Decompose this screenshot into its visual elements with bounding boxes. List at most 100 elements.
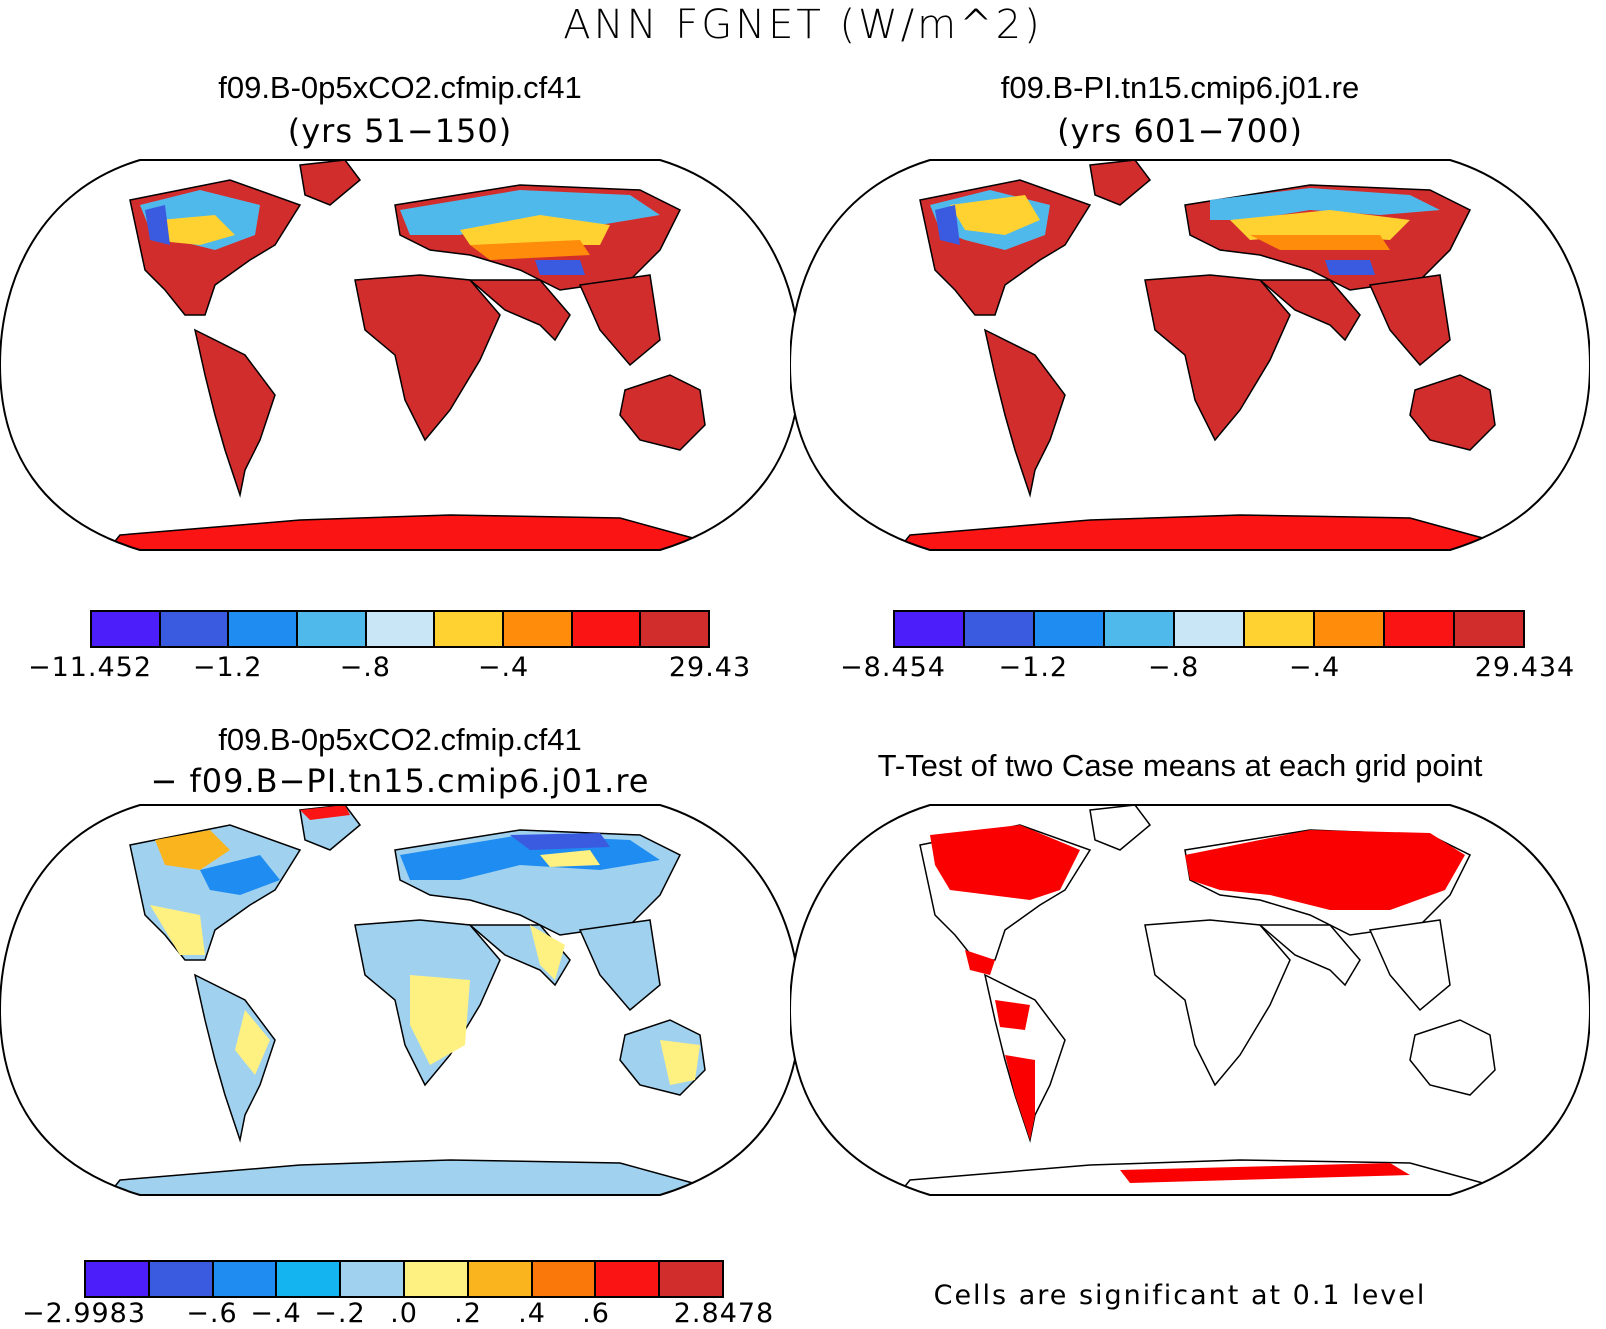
colorbar-swatch xyxy=(965,612,1035,646)
land-australia xyxy=(1409,1019,1496,1096)
colorbar-swatch xyxy=(1455,612,1523,646)
map-case2 xyxy=(790,159,1590,551)
cb-label: −11.452 xyxy=(27,652,153,683)
land-south-asia xyxy=(1257,924,1361,987)
land-tibet xyxy=(1325,260,1375,275)
cb-label: 29.434 xyxy=(1474,652,1576,683)
cb-label: −.8 xyxy=(1147,652,1200,683)
cb-label: .2 xyxy=(454,1298,482,1329)
land-eurasia-warm xyxy=(460,215,610,245)
colorbar-swatch xyxy=(1105,612,1175,646)
land-antarctica xyxy=(98,1159,701,1195)
land-africa xyxy=(1144,274,1291,442)
colorbar-swatch xyxy=(1035,612,1105,646)
colorbar-swatch xyxy=(1175,612,1245,646)
land-south-america-yellow xyxy=(235,1010,270,1075)
cb-label: −.4 xyxy=(1288,652,1341,683)
cb-label: .0 xyxy=(390,1298,418,1329)
cb-label: −.2 xyxy=(314,1298,366,1329)
land-se-asia xyxy=(1368,919,1451,1012)
colorbar-swatch xyxy=(1385,612,1455,646)
sig-antarctica xyxy=(1120,1163,1410,1183)
colorbar-swatch xyxy=(1245,612,1315,646)
land-se-asia xyxy=(578,919,661,1012)
colorbar-swatch xyxy=(1315,612,1385,646)
panel-diff-subtitle: − f09.B−PI.tn15.cmip6.j01.re xyxy=(150,762,650,800)
colorbar-swatch xyxy=(341,1262,405,1296)
land-eurasia-yellow xyxy=(540,850,600,867)
ttest-note: Cells are significant at 0.1 level xyxy=(933,1280,1427,1311)
land-north-america-warm xyxy=(160,215,235,245)
map-difference xyxy=(0,804,800,1196)
colorbar-swatch xyxy=(404,1262,469,1296)
land-south-america xyxy=(193,973,276,1143)
cb-label: −.6 xyxy=(186,1298,238,1329)
main-title: ANN FGNET (W/m^2) xyxy=(563,2,1043,48)
land-eurasia-cold xyxy=(1210,188,1440,220)
colorbar-swatch xyxy=(160,612,230,646)
sig-central-america xyxy=(965,950,995,975)
colorbar-swatch xyxy=(572,612,642,646)
colorbar-swatch xyxy=(532,1262,597,1296)
colorbar-case1-labels: −11.452 −1.2 −.8 −.4 29.43 xyxy=(28,652,750,688)
land-north-america-warm xyxy=(155,830,230,870)
land-antarctica xyxy=(98,514,701,550)
land-africa xyxy=(1144,919,1291,1087)
colorbar-swatch xyxy=(468,1262,533,1296)
land-se-asia xyxy=(578,274,661,367)
land-north-america-coldest xyxy=(145,205,170,245)
colorbar-swatch xyxy=(435,612,505,646)
cb-label: 29.43 xyxy=(668,652,752,683)
colorbar-swatch xyxy=(596,1262,661,1296)
land-north-america-coldest xyxy=(935,205,960,245)
colorbar-case2-labels: −8.454 −1.2 −.8 −.4 29.434 xyxy=(840,652,1574,688)
cb-label: −.4 xyxy=(250,1298,302,1329)
cb-label: 2.8478 xyxy=(673,1298,775,1329)
land-australia xyxy=(1409,374,1496,451)
land-south-asia xyxy=(467,279,571,342)
colorbar-swatch xyxy=(366,612,436,646)
cb-label: −1.2 xyxy=(192,652,263,683)
panel-case1-title: f09.B-0p5xCO2.cfmip.cf41 xyxy=(218,70,582,105)
land-eurasia-orange xyxy=(470,240,590,260)
colorbar-difference xyxy=(84,1260,724,1298)
colorbar-swatch xyxy=(149,1262,214,1296)
cb-label: −8.454 xyxy=(840,652,946,683)
land-eurasia-coldest xyxy=(510,833,610,850)
sig-south-america xyxy=(1005,1055,1035,1140)
cb-label: .4 xyxy=(518,1298,546,1329)
sig-north-america xyxy=(930,825,1080,900)
land-north-america-warm xyxy=(950,195,1040,235)
land-africa xyxy=(354,274,501,442)
land-south-asia xyxy=(1257,279,1361,342)
map-case1 xyxy=(0,159,800,551)
land-north-america-yellow xyxy=(150,905,205,955)
colorbar-swatch xyxy=(504,612,573,646)
cb-label: −.4 xyxy=(477,652,530,683)
land-tibet xyxy=(535,260,585,275)
sig-amazon xyxy=(995,1000,1030,1030)
panel-case1-subtitle: (yrs 51−150) xyxy=(287,112,513,150)
land-south-america xyxy=(193,328,276,498)
land-se-asia xyxy=(1368,274,1451,367)
sig-eurasia xyxy=(1185,830,1465,910)
colorbar-swatch xyxy=(277,1262,342,1296)
colorbar-swatch xyxy=(660,1262,722,1296)
map-ttest xyxy=(790,804,1590,1196)
colorbar-swatch xyxy=(213,1262,278,1296)
panel-diff-title: f09.B-0p5xCO2.cfmip.cf41 xyxy=(218,722,582,757)
colorbar-swatch xyxy=(92,612,161,646)
cb-label: −1.2 xyxy=(998,652,1069,683)
land-africa-yellow xyxy=(410,975,470,1065)
land-greenland-rim xyxy=(300,805,350,820)
panel-ttest-title: T-Test of two Case means at each grid po… xyxy=(877,748,1483,783)
land-australia xyxy=(619,374,706,451)
cb-label: −.8 xyxy=(339,652,391,683)
colorbar-difference-labels: −2.9983 −.6 −.4 −.2 .0 .2 .4 .6 2.8478 xyxy=(22,1298,773,1329)
colorbar-case2 xyxy=(893,610,1525,648)
land-eurasia-warm xyxy=(1230,210,1410,240)
cb-label: .6 xyxy=(582,1298,610,1329)
panel-case2-title: f09.B-PI.tn15.cmip6.j01.re xyxy=(1000,70,1360,105)
colorbar-swatch xyxy=(641,612,709,646)
colorbar-swatch xyxy=(298,612,367,646)
